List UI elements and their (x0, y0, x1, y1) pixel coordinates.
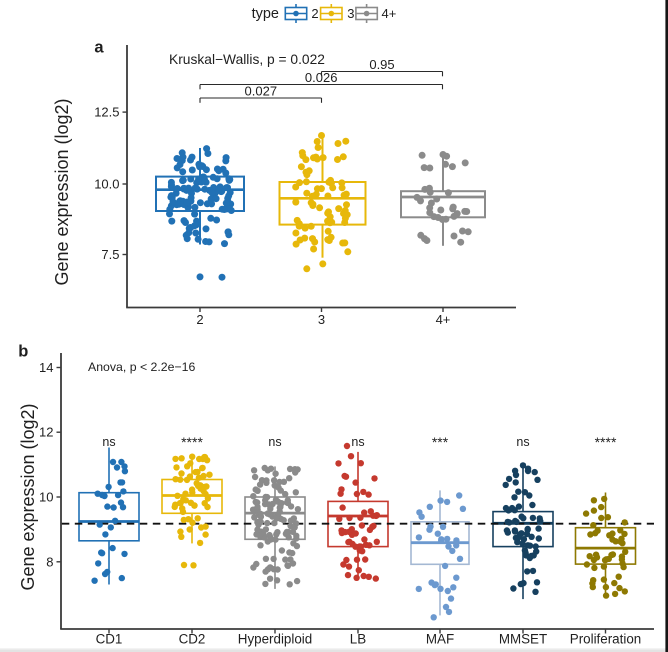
svg-text:Anova, p < 2.2e−16: Anova, p < 2.2e−16 (88, 360, 196, 374)
svg-text:ns: ns (102, 435, 115, 449)
svg-text:2: 2 (196, 312, 203, 327)
svg-text:8: 8 (46, 554, 53, 569)
svg-text:0.027: 0.027 (245, 84, 278, 99)
svg-text:type: type (252, 6, 279, 22)
svg-text:10: 10 (39, 490, 53, 505)
svg-text:3: 3 (318, 312, 325, 327)
svg-text:10.0: 10.0 (94, 177, 119, 192)
svg-text:***: *** (432, 434, 449, 450)
svg-text:Gene expression (log2): Gene expression (log2) (52, 98, 72, 285)
svg-text:Proliferation: Proliferation (570, 632, 641, 647)
svg-text:12: 12 (39, 425, 53, 440)
svg-text:4+: 4+ (436, 312, 451, 327)
svg-text:****: **** (181, 434, 203, 450)
svg-text:12.5: 12.5 (94, 105, 119, 120)
svg-text:Hyperdiploid: Hyperdiploid (238, 632, 312, 647)
svg-text:7.5: 7.5 (101, 247, 119, 262)
svg-text:ns: ns (268, 435, 281, 449)
svg-text:MAF: MAF (426, 632, 454, 647)
svg-text:3: 3 (347, 6, 354, 21)
svg-text:CD1: CD1 (96, 632, 123, 647)
svg-text:0.95: 0.95 (369, 57, 394, 72)
svg-text:ns: ns (351, 435, 364, 449)
svg-text:CD2: CD2 (179, 632, 206, 647)
svg-text:b: b (18, 343, 28, 361)
svg-text:MMSET: MMSET (499, 632, 547, 647)
svg-text:2: 2 (311, 6, 318, 21)
svg-text:LB: LB (350, 632, 366, 647)
svg-text:Gene expression (log2): Gene expression (log2) (18, 403, 38, 590)
svg-text:ns: ns (516, 435, 529, 449)
svg-text:a: a (94, 39, 104, 57)
svg-text:Kruskal−Wallis, p = 0.022: Kruskal−Wallis, p = 0.022 (169, 52, 325, 67)
svg-text:14: 14 (39, 360, 53, 375)
svg-text:0.026: 0.026 (305, 70, 338, 85)
svg-text:4+: 4+ (382, 6, 397, 21)
svg-text:****: **** (595, 434, 617, 450)
